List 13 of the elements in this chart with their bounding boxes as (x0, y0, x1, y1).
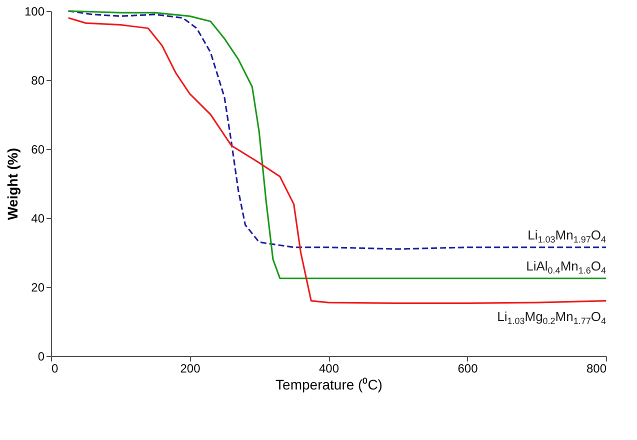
y-axis-title: Weight (%) (4, 148, 20, 220)
y-tick-label: 80 (31, 74, 45, 88)
y-tick-label: 40 (31, 212, 45, 226)
x-axis-title: Temperature (⁰C) (276, 376, 382, 392)
y-tick-label: 20 (31, 280, 45, 294)
x-tick-label: 600 (458, 362, 478, 376)
y-tick-label: 0 (38, 350, 45, 364)
x-tick-label: 200 (180, 362, 201, 376)
y-tick-label: 100 (24, 4, 45, 18)
x-tick-label: 800 (586, 362, 607, 376)
x-tick-label: 400 (318, 362, 340, 376)
y-tick-label: 60 (31, 142, 45, 156)
x-tick-label: 0 (52, 362, 58, 376)
